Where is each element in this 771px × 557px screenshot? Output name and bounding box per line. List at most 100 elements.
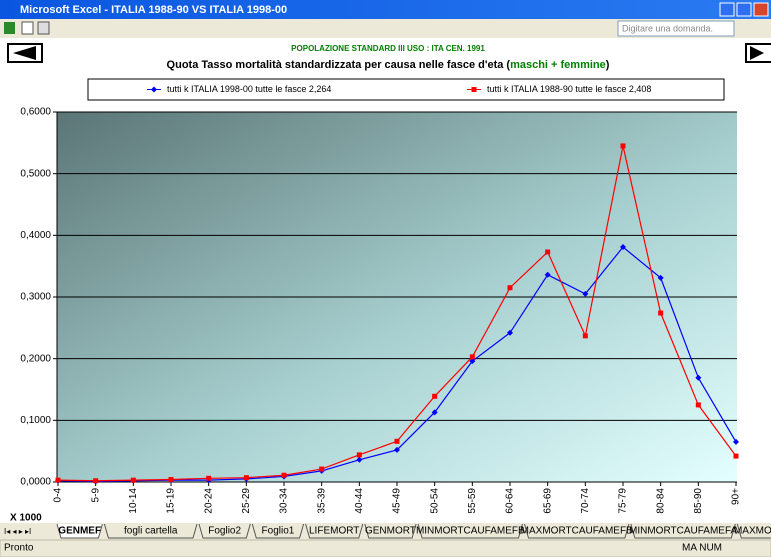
legend: [87, 78, 725, 101]
marker: [281, 472, 287, 478]
sheet-tab-label: MAXMORTCAUFAME: [734, 526, 771, 537]
x-tick-label: 65-69: [542, 488, 553, 514]
marker: [356, 456, 363, 463]
sheet-tab[interactable]: [630, 523, 736, 539]
legend-label: tutti k ITALIA 1998-00 tutte le fasce 2,…: [167, 84, 331, 94]
chart-title: Quota Tasso mortalità standardizzata per…: [167, 59, 610, 71]
marker: [545, 249, 551, 255]
sheet-tab[interactable]: [198, 523, 251, 539]
sheet-tab[interactable]: [103, 523, 198, 539]
sheet-tab-label: MINMORTCAUFAMEFB: [416, 526, 525, 537]
x-tick-label: 70-74: [580, 488, 591, 514]
x-tick-label: 15-19: [166, 488, 177, 514]
sheet-tab-label: GENMORT: [365, 526, 416, 537]
x-tick-label: 40-44: [354, 488, 365, 514]
marker: [130, 477, 136, 483]
x-tick-label: 55-59: [467, 488, 478, 514]
marker: [431, 409, 438, 416]
marker: [695, 374, 702, 381]
sheet-tab-label: Foglio2: [208, 526, 241, 537]
maximize-button[interactable]: [736, 2, 752, 17]
sheet-tab[interactable]: [364, 523, 417, 539]
sheet-tab[interactable]: [736, 523, 771, 539]
x-tick-label: 90+: [731, 488, 742, 505]
title-bar: [0, 0, 771, 19]
marker: [657, 274, 664, 281]
marker: [55, 477, 61, 483]
marker: [394, 446, 400, 453]
x-tick-label: 0-4: [53, 488, 64, 503]
x-tick-label: 30-34: [279, 488, 290, 514]
marker: [544, 271, 551, 278]
marker: [507, 285, 513, 291]
sheet-tab[interactable]: [417, 523, 523, 539]
marker: [206, 475, 212, 481]
title-part: ): [606, 59, 610, 71]
marker: [93, 478, 99, 484]
y-tick-label: 0,4000: [20, 230, 51, 241]
marker: [469, 354, 475, 360]
marker: [733, 453, 739, 459]
sheet-tab-label: LIFEMORT: [309, 526, 359, 537]
next-arrow: [750, 46, 764, 60]
sheet-tab-label: Foglio1: [262, 526, 295, 537]
sheet-tab[interactable]: [524, 523, 630, 539]
marker: [168, 477, 174, 483]
legend-marker: [151, 86, 157, 93]
search-placeholder: Digitare una domanda.: [622, 23, 713, 33]
marker: [695, 402, 701, 408]
x-tick-label: 60-64: [505, 488, 516, 514]
marker: [319, 466, 325, 472]
toolbar: [0, 19, 771, 38]
marker: [394, 438, 400, 444]
y-tick-label: 0,5000: [20, 168, 51, 179]
sheet-tab-label: MAXMORTCAUFAMEFB: [521, 526, 633, 537]
x-tick-label: 85-90: [693, 488, 704, 514]
sheet-tab[interactable]: [251, 523, 305, 539]
y-tick-label: 0,3000: [20, 292, 51, 303]
marker: [432, 393, 438, 399]
y-tick-label: 0,2000: [20, 353, 51, 364]
excel-icon[interactable]: [4, 22, 15, 34]
marker: [356, 452, 362, 458]
marker: [620, 244, 626, 251]
marker: [582, 333, 588, 339]
y-tick-label: 0,6000: [20, 107, 51, 118]
marker: [243, 475, 249, 481]
search-box[interactable]: [617, 20, 735, 37]
x-tick-label: 45-49: [392, 488, 403, 514]
sheet-tab-label: fogli cartella: [124, 526, 178, 537]
y-tick-label: 0,1000: [20, 415, 51, 426]
x-tick-label: 5-9: [90, 488, 101, 503]
title-part: Quota Tasso mortalità standardizzata per…: [167, 59, 511, 71]
x-tick-label: 80-84: [655, 488, 666, 514]
legend-label: tutti k ITALIA 1988-90 tutte le fasce 2,…: [487, 84, 651, 94]
status-right: MA NUM: [682, 543, 722, 554]
sheet-tab[interactable]: [305, 523, 364, 539]
y-tick-label: 0,0000: [20, 477, 51, 488]
marker: [658, 310, 664, 316]
prev-arrow: [13, 46, 36, 60]
x-tick-label: 50-54: [429, 488, 440, 514]
legend-marker: [471, 87, 477, 92]
chart-subtitle: POPOLAZIONE STANDARD III USO : ITA CEN. …: [291, 44, 485, 53]
print-icon[interactable]: [37, 21, 50, 35]
title-highlight: maschi + femmine: [510, 59, 606, 71]
marker: [469, 358, 476, 365]
window-title: Microsoft Excel - ITALIA 1988-90 VS ITAL…: [20, 4, 287, 16]
sheet-tab-label: MINMORTCAUFAMEFA: [629, 526, 737, 537]
marker: [733, 438, 739, 445]
status-left: Pronto: [4, 543, 34, 554]
marker: [620, 143, 626, 149]
x-tick-label: 25-29: [241, 488, 252, 514]
x-tick-label: 75-79: [618, 488, 629, 514]
preview-icon[interactable]: [21, 21, 34, 35]
tab-nav[interactable]: I◂ ◂ ▸ ▸I: [4, 527, 31, 536]
close-button[interactable]: [753, 2, 769, 17]
marker: [507, 329, 513, 336]
minimize-button[interactable]: [719, 2, 735, 17]
x-tick-label: 10-14: [128, 488, 139, 514]
status-bar: [0, 539, 771, 557]
sheet-tab[interactable]: [56, 523, 103, 539]
x-tick-label: 35-39: [316, 488, 327, 514]
